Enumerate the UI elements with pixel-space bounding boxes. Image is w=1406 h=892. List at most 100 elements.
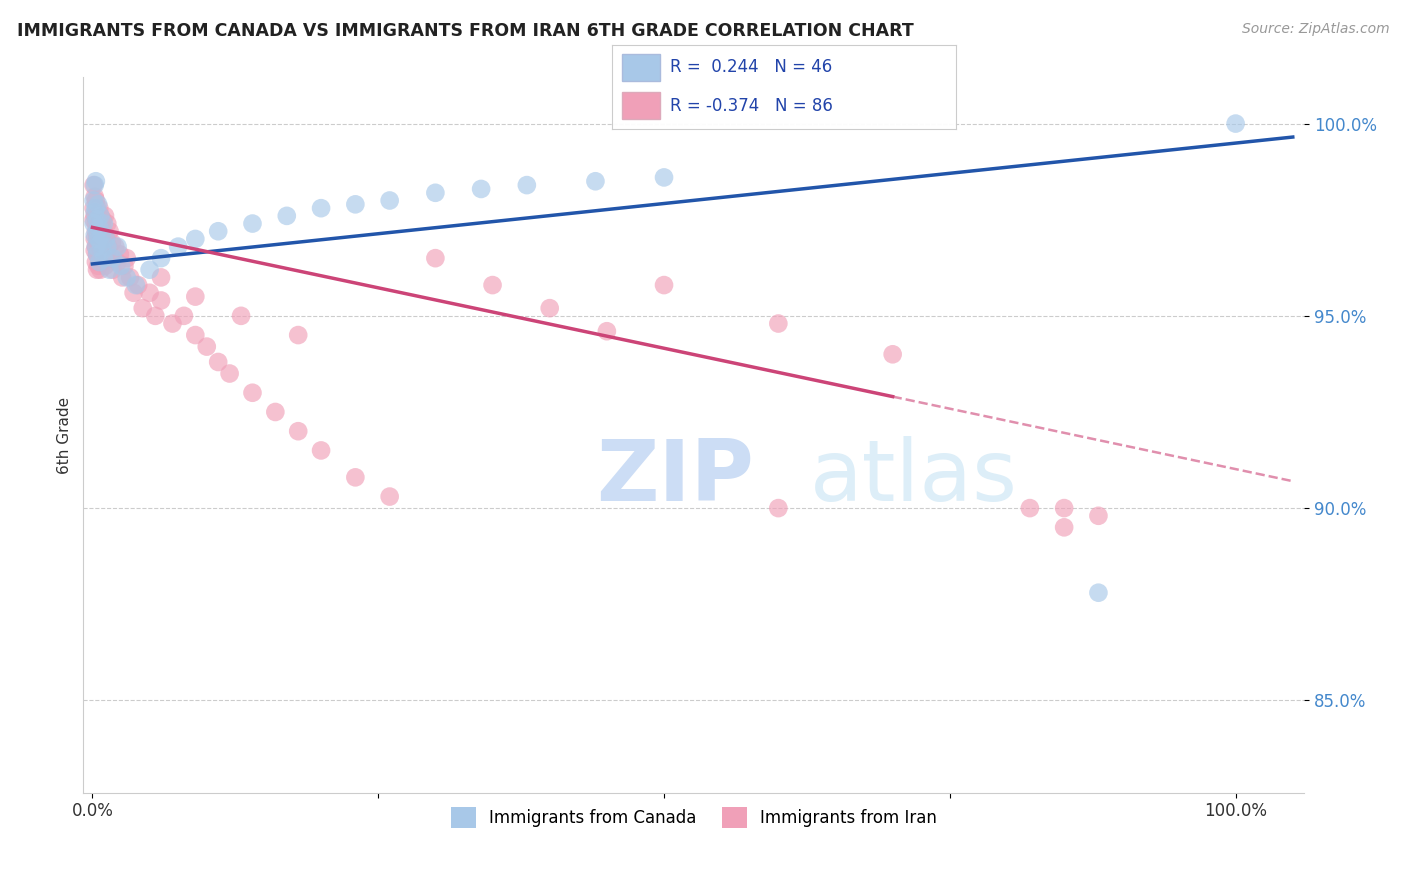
Point [83,201,105,215]
Point [378,490,401,504]
Point [516,178,538,193]
Point [242,385,264,400]
Point [83,178,105,193]
Point [90,247,112,261]
Point [218,367,240,381]
Point [184,328,207,343]
Point [1053,520,1076,534]
Point [470,182,492,196]
Point [89,255,111,269]
Point [287,424,309,438]
Point [84,174,107,188]
Point [91,212,114,227]
Point [100,251,122,265]
Point [87,197,110,211]
Text: IMMIGRANTS FROM CANADA VS IMMIGRANTS FROM IRAN 6TH GRADE CORRELATION CHART: IMMIGRANTS FROM CANADA VS IMMIGRANTS FRO… [17,22,914,40]
Point [104,239,127,253]
Point [93,217,115,231]
Text: atlas: atlas [810,436,1018,519]
Point [1053,501,1076,516]
Point [86,247,108,261]
Point [425,186,447,200]
Point [138,285,160,300]
Point [91,244,114,258]
Point [98,224,121,238]
Point [98,262,121,277]
Point [132,301,155,315]
Point [138,262,160,277]
Legend: Immigrants from Canada, Immigrants from Iran: Immigrants from Canada, Immigrants from … [444,801,943,834]
Bar [621,54,659,81]
Point [86,224,108,238]
Point [652,170,675,185]
Point [173,309,195,323]
Point [84,239,107,253]
Point [86,247,108,261]
Point [97,239,120,253]
Point [184,290,207,304]
Point [86,262,108,277]
Point [89,255,111,269]
Point [87,232,110,246]
Point [1018,501,1040,516]
Point [583,174,606,188]
Point [264,405,287,419]
Point [89,201,111,215]
Point [162,317,184,331]
Point [652,278,675,293]
Point [96,217,118,231]
Point [110,259,132,273]
Point [125,278,148,293]
Point [481,278,503,293]
Point [143,309,166,323]
Point [115,270,138,285]
Point [87,212,110,227]
Point [108,247,131,261]
Point [93,239,115,253]
Point [1225,117,1247,131]
Point [882,347,904,361]
Point [107,255,129,269]
Point [344,197,367,211]
Point [86,232,108,246]
Point [91,255,114,269]
Point [378,194,401,208]
Y-axis label: 6th Grade: 6th Grade [58,396,72,474]
Point [96,247,118,261]
Point [120,270,142,285]
Point [96,232,118,246]
Point [184,232,207,246]
Point [83,244,105,258]
Point [87,224,110,238]
Point [768,317,790,331]
Point [83,205,105,219]
Point [84,194,107,208]
Point [150,293,173,308]
Point [1087,585,1109,599]
Point [89,220,111,235]
Point [538,301,561,315]
Text: R = -0.374   N = 86: R = -0.374 N = 86 [671,96,832,114]
Point [87,259,110,273]
Point [114,259,136,273]
Point [86,201,108,215]
Point [84,201,107,215]
Point [90,232,112,246]
Point [84,239,107,253]
Point [83,194,105,208]
Point [93,251,115,265]
Point [84,255,107,269]
Point [89,235,111,250]
Bar [621,92,659,120]
Point [94,259,117,273]
Point [96,239,118,253]
Point [89,209,111,223]
Text: Source: ZipAtlas.com: Source: ZipAtlas.com [1241,22,1389,37]
Point [167,239,190,253]
Point [96,232,118,246]
Point [83,189,105,203]
Point [94,209,117,223]
Point [242,217,264,231]
Point [101,262,124,277]
Point [86,212,108,227]
